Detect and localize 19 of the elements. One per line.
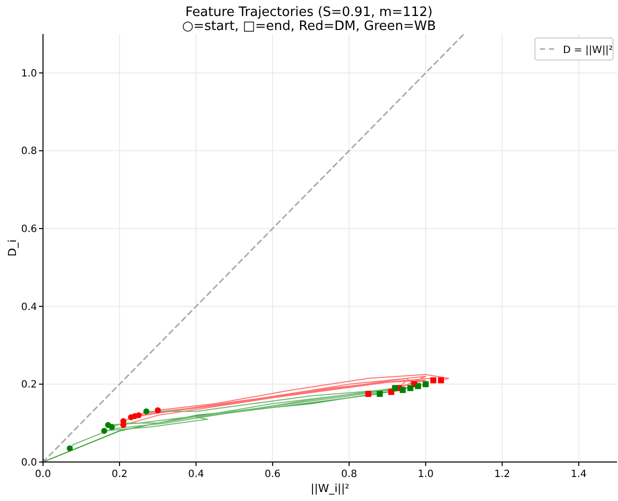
x-tick-label: 1.0 — [418, 469, 434, 480]
y-tick-label: 0.4 — [21, 302, 37, 313]
chart-subtitle: ○=start, □=end, Red=DM, Green=WB — [182, 19, 436, 34]
x-tick-label: 1.2 — [494, 469, 510, 480]
y-tick-label: 0.6 — [21, 224, 37, 236]
y-axis-title: D_i — [6, 239, 19, 257]
x-tick-label: 0.6 — [264, 469, 281, 480]
x-tick-label: 0.8 — [341, 469, 358, 480]
legend-label: D = ||W||² — [563, 45, 613, 56]
x-tick-label: 0.0 — [35, 469, 51, 480]
chart-title: Feature Trajectories (S=0.91, m=112) — [185, 5, 433, 20]
x-axis-title: ||W_i||² — [310, 482, 350, 495]
y-tick-label: 0.8 — [21, 146, 37, 158]
y-tick-label: 0.2 — [21, 380, 37, 391]
y-tick-label: 0.0 — [21, 458, 37, 468]
y-tick-label: 1.0 — [21, 68, 37, 80]
x-tick-label: 0.4 — [188, 469, 204, 480]
x-tick-label: 1.4 — [570, 469, 587, 480]
x-tick-label: 0.2 — [112, 469, 128, 480]
